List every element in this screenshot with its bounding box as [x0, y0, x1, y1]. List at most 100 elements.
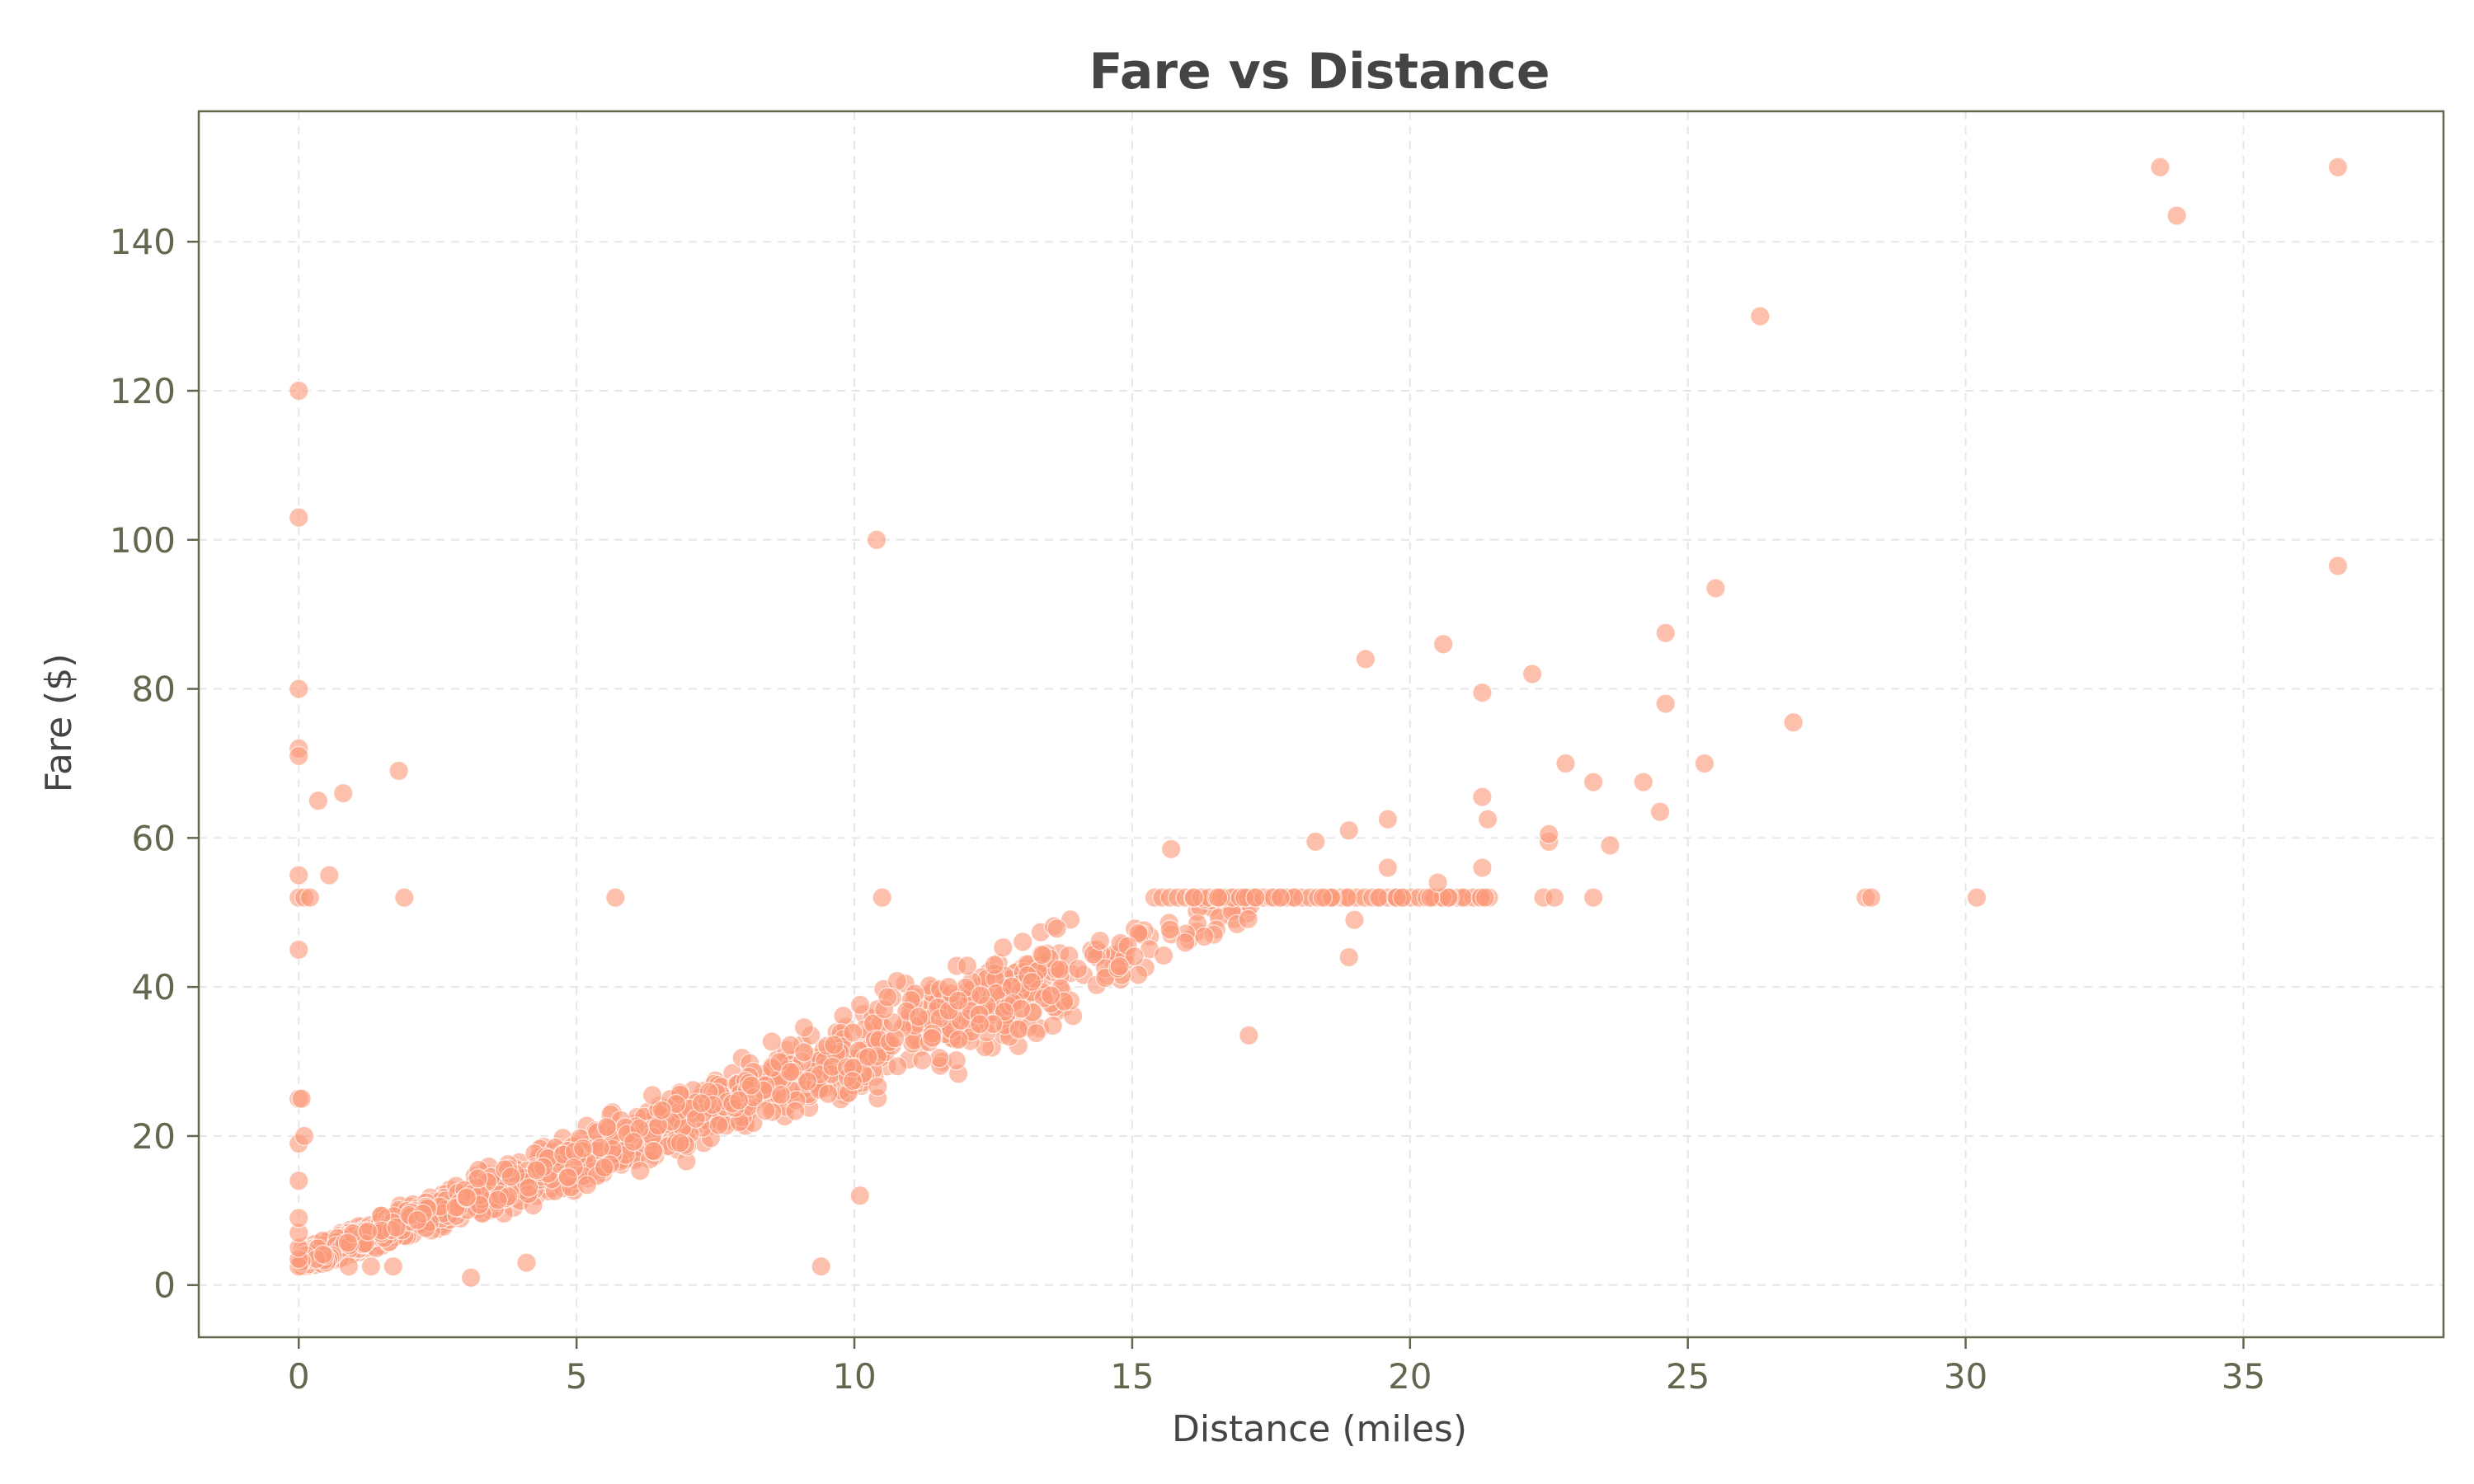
data-point — [970, 1014, 990, 1035]
data-point — [957, 956, 978, 976]
y-tick-label: 80 — [132, 669, 176, 710]
data-point — [1355, 649, 1376, 669]
data-point — [1583, 772, 1604, 792]
data-point — [1338, 820, 1359, 841]
data-point — [1089, 930, 1111, 951]
data-point — [1544, 887, 1565, 908]
data-point — [1392, 887, 1413, 908]
data-point — [843, 1022, 863, 1043]
y-tick-label: 40 — [132, 967, 176, 1007]
data-point — [1600, 835, 1620, 856]
data-point — [1633, 772, 1653, 792]
data-point — [780, 1062, 801, 1082]
scatter-points — [289, 157, 2349, 1288]
data-point — [1270, 887, 1291, 908]
data-point — [1377, 857, 1399, 878]
x-tick-label: 15 — [1110, 1356, 1154, 1397]
data-point — [1475, 887, 1495, 908]
data-point — [1539, 824, 1559, 844]
data-point — [1305, 831, 1326, 852]
data-point — [912, 1050, 933, 1071]
x-tick-label: 5 — [566, 1356, 588, 1397]
data-point — [1022, 971, 1042, 993]
data-point — [308, 791, 328, 811]
data-point — [872, 887, 892, 908]
data-point — [1160, 838, 1182, 860]
y-tick-label: 20 — [132, 1116, 176, 1157]
data-point — [1783, 712, 1804, 733]
data-point — [948, 990, 969, 1011]
data-point — [938, 977, 959, 998]
data-point — [811, 1256, 831, 1277]
data-point — [289, 745, 309, 767]
data-point — [456, 1187, 477, 1208]
data-point — [516, 1252, 537, 1273]
data-point — [1175, 932, 1196, 953]
data-point — [824, 1035, 844, 1055]
y-tick-label: 120 — [110, 371, 176, 411]
x-tick-label: 25 — [1666, 1356, 1710, 1397]
data-point — [1047, 918, 1067, 939]
chart-title: Fare vs Distance — [1089, 43, 1550, 101]
data-point — [358, 1221, 379, 1242]
data-point — [1368, 887, 1389, 908]
data-point — [877, 987, 898, 1007]
data-point — [642, 1085, 663, 1106]
data-point — [994, 1001, 1015, 1022]
data-point — [1472, 787, 1493, 807]
data-point — [572, 1138, 594, 1159]
data-point — [785, 1101, 806, 1121]
data-point — [1049, 959, 1070, 980]
data-point — [289, 380, 309, 402]
data-point — [818, 1083, 839, 1104]
data-point — [291, 1088, 312, 1109]
data-point — [1153, 945, 1174, 966]
data-point — [741, 1075, 762, 1096]
data-point — [289, 939, 309, 960]
data-point — [1194, 926, 1215, 947]
data-point — [651, 1100, 672, 1120]
data-point — [948, 1029, 969, 1050]
y-axis-label: Fare ($) — [38, 654, 80, 793]
data-point — [333, 782, 354, 804]
data-point — [793, 1017, 815, 1038]
data-point — [833, 1005, 854, 1026]
data-point — [1109, 956, 1130, 977]
data-point — [971, 984, 991, 1006]
data-point — [1208, 887, 1229, 908]
x-tick-label: 0 — [288, 1356, 310, 1397]
data-point — [993, 937, 1014, 958]
data-point — [394, 887, 415, 908]
data-point — [1245, 887, 1266, 908]
data-point — [623, 1131, 644, 1153]
y-tick-label: 100 — [110, 520, 176, 561]
data-point — [501, 1167, 521, 1187]
data-point — [1001, 976, 1022, 997]
data-point — [1433, 634, 1454, 655]
data-point — [770, 1084, 792, 1106]
data-point — [2327, 157, 2349, 177]
data-point — [849, 1186, 870, 1206]
data-point — [386, 1217, 407, 1238]
data-point — [383, 1256, 403, 1277]
data-point — [708, 1115, 729, 1135]
data-point — [793, 1042, 815, 1063]
data-point — [1655, 693, 1676, 714]
data-point — [984, 955, 1005, 975]
data-point — [630, 1160, 651, 1181]
x-tick-label: 35 — [2222, 1356, 2265, 1397]
data-point — [299, 887, 320, 908]
data-point — [407, 1209, 428, 1231]
data-point — [761, 1031, 783, 1052]
data-point — [1124, 946, 1145, 967]
data-point — [887, 1056, 908, 1077]
data-point — [1183, 887, 1204, 908]
data-point — [691, 1093, 712, 1114]
data-point — [1472, 857, 1493, 878]
data-point — [2150, 157, 2171, 177]
data-point — [388, 760, 409, 782]
data-point — [729, 1090, 750, 1111]
data-point — [605, 887, 626, 908]
data-point — [1750, 306, 1771, 326]
data-point — [1239, 1025, 1259, 1046]
